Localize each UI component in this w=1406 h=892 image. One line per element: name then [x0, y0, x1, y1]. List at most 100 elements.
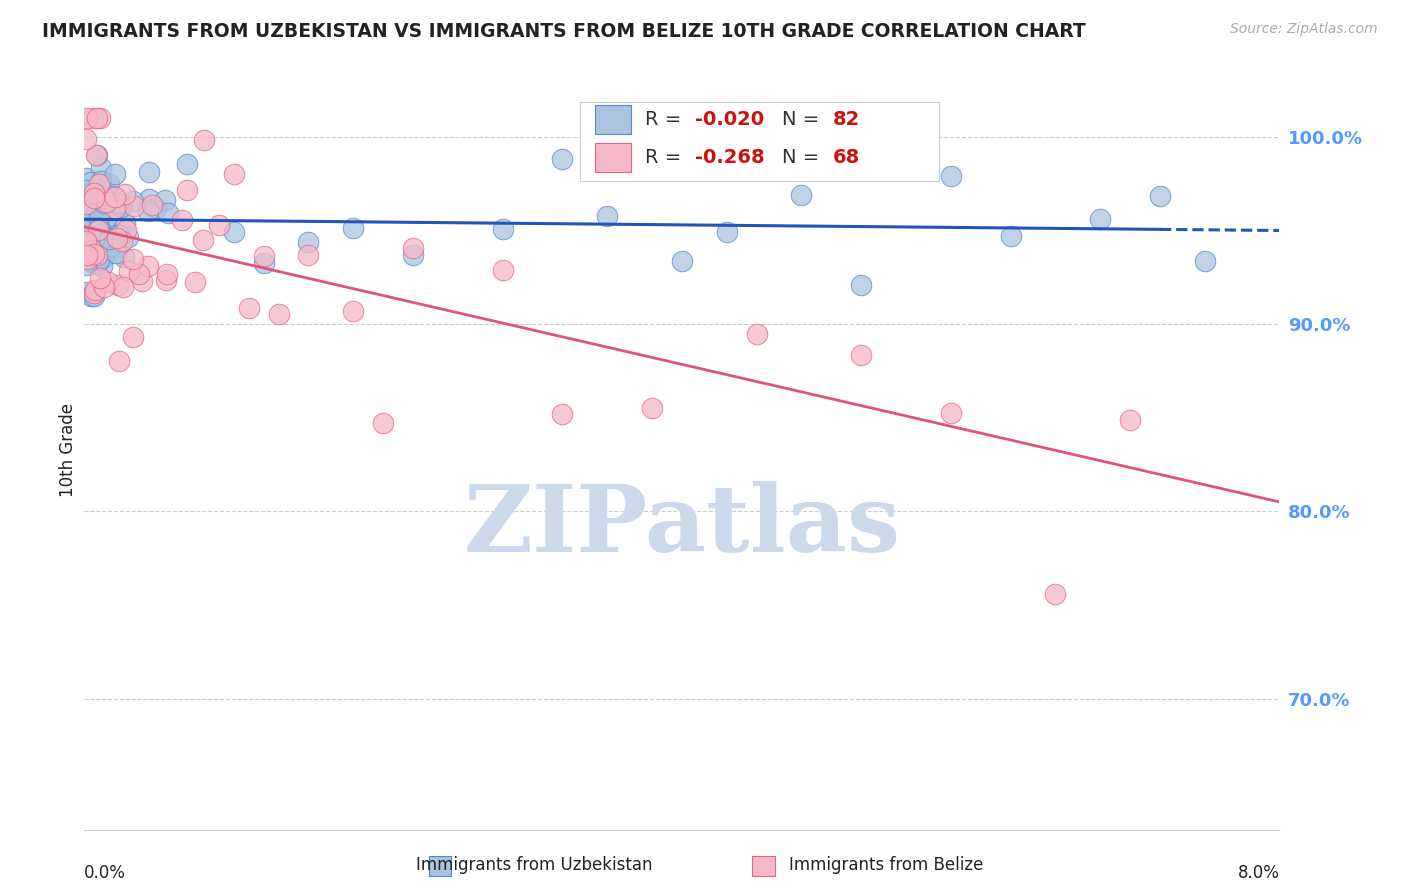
Point	[84, 148, 107, 162]
Point	[91, 252, 114, 266]
Point	[208, 218, 231, 232]
Point	[90, 259, 112, 273]
Point	[551, 408, 574, 422]
Point	[939, 169, 962, 183]
Point	[114, 216, 136, 230]
Point	[939, 406, 962, 420]
Point	[122, 252, 145, 266]
Point	[87, 223, 110, 237]
Point	[79, 196, 101, 211]
Point	[342, 221, 364, 235]
Point	[141, 198, 163, 212]
Point	[253, 256, 276, 270]
Text: R =: R =	[645, 148, 688, 167]
Point	[297, 235, 319, 249]
Point	[84, 283, 107, 297]
Point	[253, 249, 276, 263]
Text: 82: 82	[832, 110, 859, 128]
Point	[89, 226, 111, 240]
Point	[107, 277, 129, 292]
Point	[75, 241, 97, 255]
Point	[93, 237, 115, 252]
Point	[111, 197, 134, 211]
Text: ZIPatlas: ZIPatlas	[464, 482, 900, 571]
Point	[84, 200, 107, 214]
Point	[118, 263, 141, 277]
Text: Source: ZipAtlas.com: Source: ZipAtlas.com	[1230, 22, 1378, 37]
Point	[222, 167, 245, 181]
Point	[238, 301, 260, 315]
Point	[79, 175, 101, 189]
Point	[80, 225, 103, 239]
Point	[136, 259, 159, 273]
Point	[96, 211, 118, 225]
Point	[193, 133, 215, 147]
Point	[267, 307, 290, 321]
Point	[75, 183, 97, 197]
Point	[104, 167, 127, 181]
Text: Immigrants from Belize: Immigrants from Belize	[789, 856, 983, 874]
Point	[87, 177, 110, 191]
Point	[122, 194, 145, 208]
Point	[111, 234, 134, 248]
Point	[136, 203, 159, 218]
Point	[75, 213, 97, 227]
Point	[101, 189, 124, 203]
Point	[97, 275, 120, 289]
Point	[104, 190, 127, 204]
Point	[87, 221, 110, 235]
Point	[138, 192, 160, 206]
Point	[342, 303, 364, 318]
Point	[82, 111, 104, 125]
Text: -0.268: -0.268	[695, 148, 765, 167]
Point	[108, 354, 131, 368]
Point	[75, 234, 97, 248]
Point	[128, 267, 150, 281]
Point	[93, 230, 115, 244]
Point	[86, 186, 108, 200]
Point	[114, 187, 136, 202]
Point	[122, 199, 145, 213]
Point	[83, 189, 105, 203]
Point	[76, 186, 98, 201]
Point	[94, 194, 117, 209]
Point	[87, 253, 110, 268]
Point	[297, 248, 319, 262]
Point	[222, 225, 245, 239]
Text: IMMIGRANTS FROM UZBEKISTAN VS IMMIGRANTS FROM BELIZE 10TH GRADE CORRELATION CHAR: IMMIGRANTS FROM UZBEKISTAN VS IMMIGRANTS…	[42, 22, 1085, 41]
Point	[76, 248, 98, 262]
Point	[83, 289, 105, 303]
Text: R =: R =	[645, 110, 688, 128]
Point	[105, 245, 128, 260]
Point	[98, 178, 121, 192]
Point	[76, 252, 98, 266]
Point	[671, 253, 693, 268]
Point	[83, 233, 105, 247]
Point	[122, 330, 145, 344]
Point	[492, 222, 515, 236]
Point	[90, 161, 112, 175]
Point	[104, 201, 127, 215]
Point	[75, 196, 97, 211]
Text: N =: N =	[782, 110, 825, 128]
Point	[76, 111, 98, 125]
Point	[176, 183, 198, 197]
Point	[75, 241, 97, 255]
Point	[851, 348, 873, 362]
Point	[110, 200, 132, 214]
Point	[90, 224, 112, 238]
Y-axis label: 10th Grade: 10th Grade	[59, 403, 77, 498]
Point	[97, 231, 120, 245]
Point	[107, 196, 129, 211]
Point	[117, 230, 139, 244]
Point	[176, 157, 198, 171]
Point	[83, 186, 105, 200]
Point	[82, 244, 104, 258]
Point	[86, 257, 108, 271]
Point	[86, 148, 108, 162]
Point	[93, 191, 115, 205]
Point	[107, 228, 129, 243]
Point	[86, 111, 108, 125]
Point	[82, 235, 104, 249]
Point	[402, 248, 425, 262]
